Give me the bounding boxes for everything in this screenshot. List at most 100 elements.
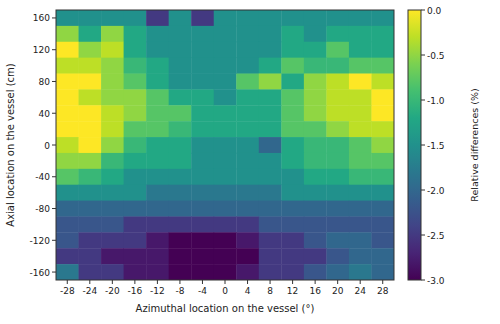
x-tick [67,280,68,284]
cell [259,74,282,90]
cell [56,42,79,58]
cell [236,137,259,153]
cell [191,264,214,280]
colorbar-tick [421,280,425,281]
x-tick-label: 8 [267,286,273,296]
cell [79,216,102,232]
cell [259,264,282,280]
colorbar-tick-label: -1.0 [427,96,445,106]
cell [124,26,147,42]
x-tick-label: -12 [150,286,165,296]
cell [326,58,349,74]
cell [236,216,259,232]
y-tick-label: -80 [35,204,50,214]
cell [236,42,259,58]
cell [124,201,147,217]
cell [169,185,192,201]
cell [191,248,214,264]
cell [101,264,124,280]
cell [304,137,327,153]
cell [169,58,192,74]
cell [349,89,372,105]
cell [101,248,124,264]
cell [191,169,214,185]
cell [79,10,102,26]
cell [326,10,349,26]
cell [56,137,79,153]
cell [169,264,192,280]
cell [56,169,79,185]
cell [101,169,124,185]
cell [124,10,147,26]
cell [191,105,214,121]
cell [304,105,327,121]
x-tick-label: -28 [60,286,75,296]
x-tick [315,280,316,284]
cell [281,264,304,280]
x-tick-label: -4 [198,286,207,296]
cell [191,10,214,26]
cell [191,89,214,105]
x-tick [179,280,180,284]
cell [214,74,237,90]
cell [349,121,372,137]
cell [236,153,259,169]
cell [124,74,147,90]
cell [101,185,124,201]
cell [146,137,169,153]
cell [124,42,147,58]
cell [101,26,124,42]
y-tick-label: 0 [44,141,50,151]
cell [214,58,237,74]
cell [349,264,372,280]
colorbar-tick [421,235,425,236]
cell [191,232,214,248]
cell [259,185,282,201]
y-axis-label: Axial location on the vessel (cm) [5,63,16,226]
x-tick [247,280,248,284]
cell [124,169,147,185]
colorbar-tick-label: -0.5 [427,51,445,61]
cell [214,232,237,248]
cell [236,26,259,42]
cell [326,232,349,248]
cell [124,137,147,153]
x-tick [157,280,158,284]
cell [169,248,192,264]
cell [349,105,372,121]
cell [326,26,349,42]
y-tick-label: -160 [30,268,51,278]
cell [146,10,169,26]
cell [371,169,394,185]
cell [56,201,79,217]
cell [101,105,124,121]
cell [371,121,394,137]
cell [214,248,237,264]
cell [236,105,259,121]
cell [146,105,169,121]
cell [146,26,169,42]
cell [146,74,169,90]
cell [326,185,349,201]
cell [304,89,327,105]
cell [371,201,394,217]
cell [79,74,102,90]
cell [169,42,192,58]
cell [259,216,282,232]
cell [101,137,124,153]
cell [56,264,79,280]
cell [191,201,214,217]
cell [281,185,304,201]
cell [214,89,237,105]
cell [169,89,192,105]
cell [169,105,192,121]
cell [281,201,304,217]
cell [371,26,394,42]
cell [349,216,372,232]
cell [214,137,237,153]
cell [371,10,394,26]
cell [214,10,237,26]
colorbar-tick-label: -2.5 [427,231,445,241]
cell [326,42,349,58]
cell [56,248,79,264]
